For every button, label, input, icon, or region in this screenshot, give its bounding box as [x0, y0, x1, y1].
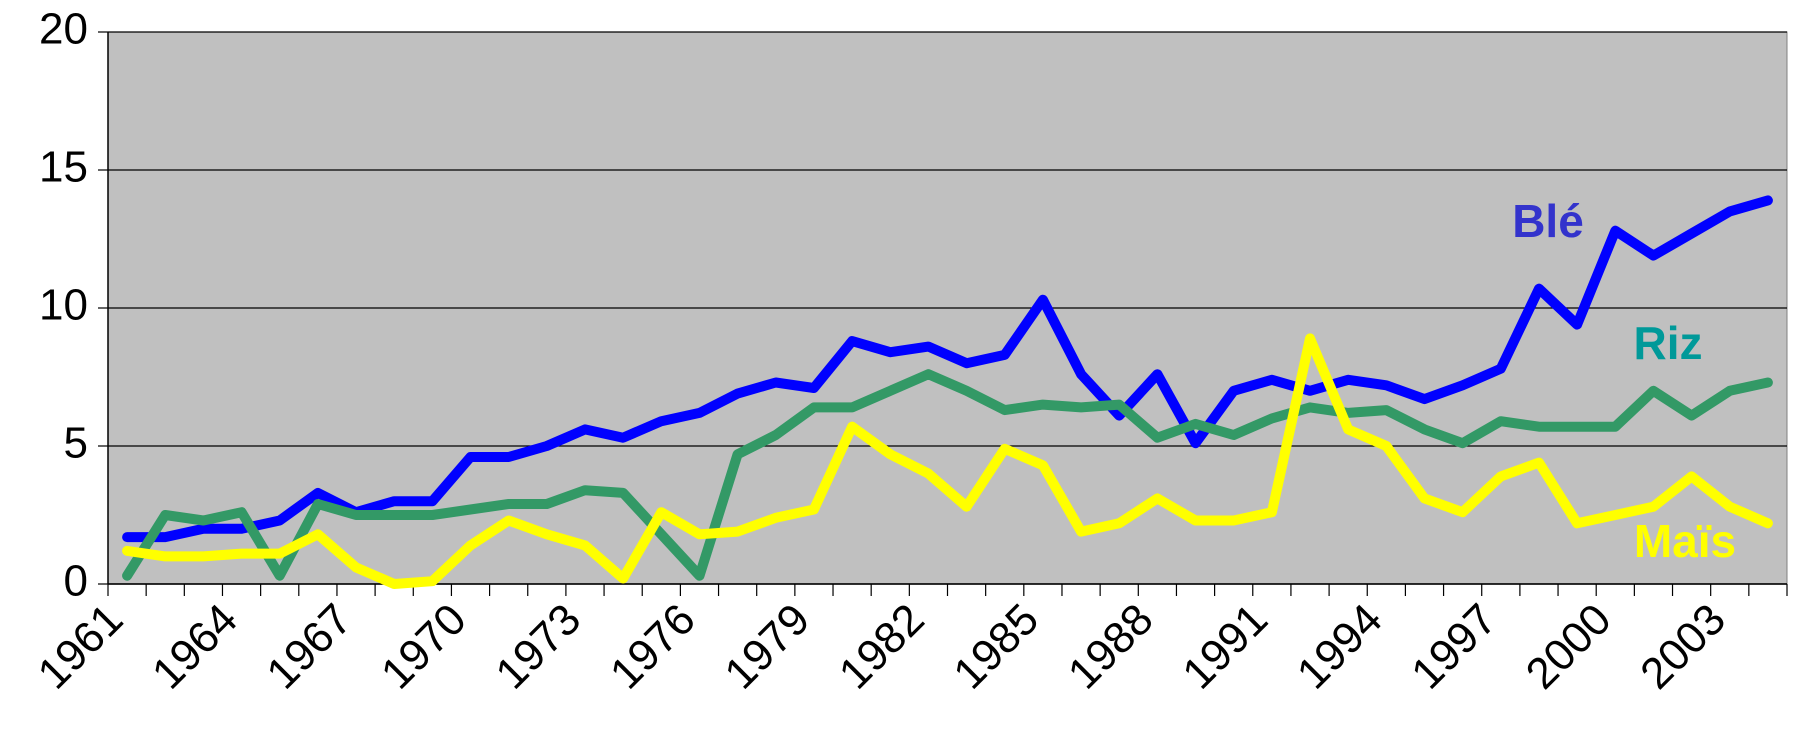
x-tick-label: 1970 — [372, 595, 476, 699]
x-tick-label: 1979 — [715, 595, 819, 699]
series-label: Maïs — [1634, 515, 1736, 567]
y-tick-label: 15 — [39, 143, 88, 192]
x-tick-label: 1961 — [29, 595, 133, 699]
x-tick-label: 1994 — [1288, 595, 1392, 699]
x-tick-label: 1991 — [1173, 595, 1277, 699]
series-label: Blé — [1512, 195, 1584, 247]
y-tick-label: 20 — [39, 5, 88, 54]
y-tick-label: 10 — [39, 281, 88, 330]
x-tick-label: 1964 — [143, 595, 247, 699]
series-line — [122, 333, 1773, 589]
series-label: Riz — [1634, 317, 1703, 369]
y-tick-label: 5 — [64, 419, 88, 468]
x-tick-label: 1973 — [486, 595, 590, 699]
x-tick-label: 2000 — [1517, 595, 1621, 699]
x-tick-label: 1988 — [1059, 595, 1163, 699]
x-tick-label: 2003 — [1631, 595, 1735, 699]
series-line — [122, 369, 1773, 581]
x-tick-label: 1982 — [830, 595, 934, 699]
y-tick-label: 0 — [64, 557, 88, 606]
x-tick-label: 1985 — [944, 595, 1048, 699]
x-tick-label: 1976 — [601, 595, 705, 699]
x-tick-label: 1967 — [257, 595, 361, 699]
series-line — [122, 195, 1773, 543]
x-tick-label: 1997 — [1402, 595, 1506, 699]
